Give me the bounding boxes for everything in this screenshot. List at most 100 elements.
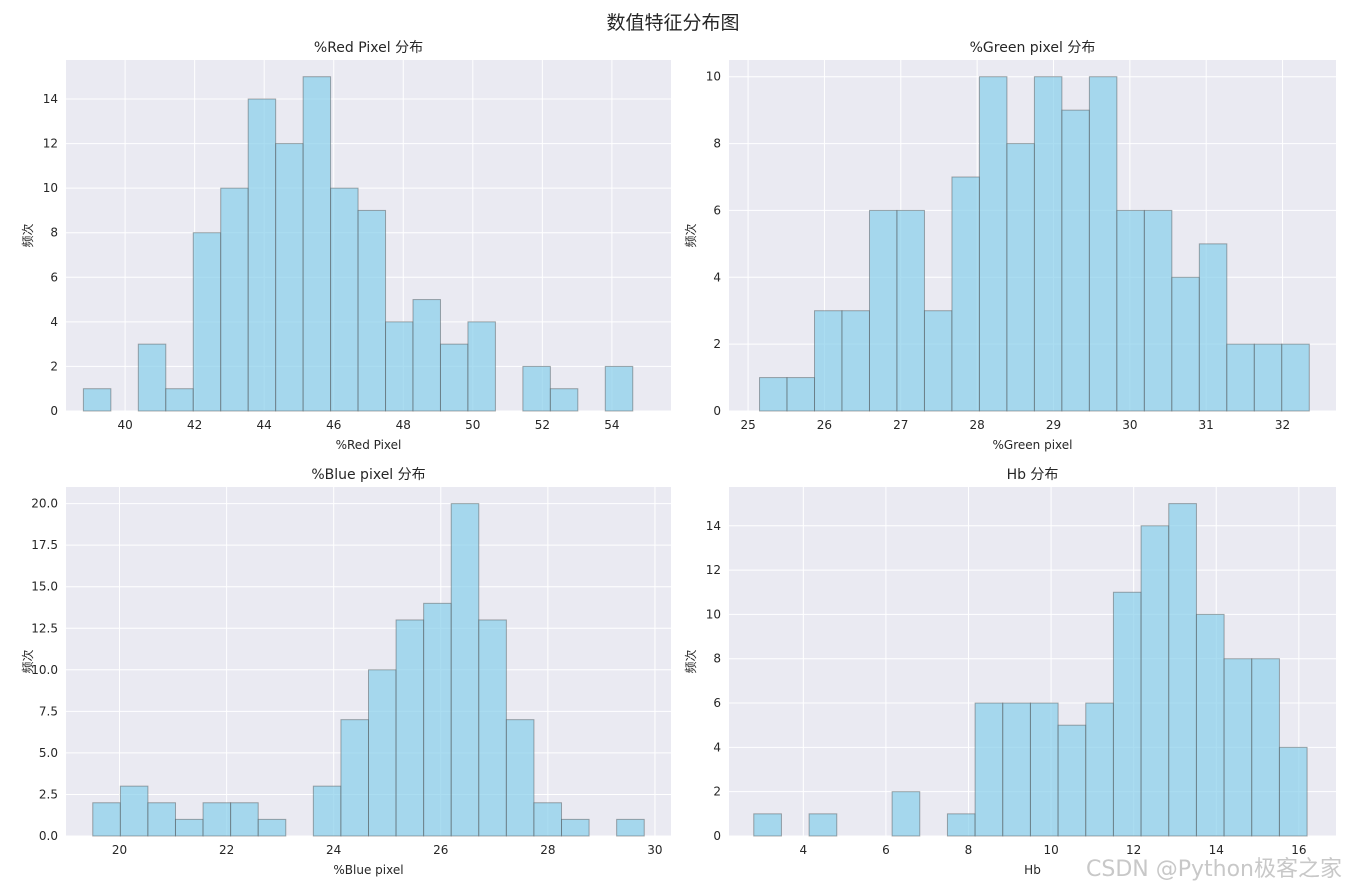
y-tick-label: 17.5 (31, 538, 58, 552)
x-tick-label: 31 (1199, 418, 1214, 432)
x-axis-label: %Red Pixel (336, 438, 402, 452)
histogram-bar (561, 818, 590, 837)
histogram-bar (137, 343, 167, 412)
x-tick-label: 30 (647, 843, 662, 857)
x-tick-label: 26 (433, 843, 448, 857)
x-tick-label: 16 (1291, 843, 1306, 857)
histogram-bar (119, 785, 149, 837)
x-tick-label: 20 (112, 843, 127, 857)
histogram-bar (808, 813, 838, 837)
histogram-bar (786, 377, 816, 412)
y-tick-label: 8 (50, 226, 58, 240)
histogram-bar (1085, 702, 1114, 837)
histogram-bar (202, 802, 232, 837)
histogram-bar (412, 299, 441, 412)
histogram-bar (302, 76, 332, 412)
x-axis-label: %Blue pixel (333, 863, 403, 877)
histogram-bar (165, 388, 194, 412)
x-tick-label: 12 (1126, 843, 1141, 857)
x-tick-label: 40 (117, 418, 132, 432)
histogram-bar (385, 321, 414, 412)
y-tick-label: 10 (706, 607, 721, 621)
y-tick-label: 6 (713, 696, 721, 710)
y-tick-label: 0.0 (39, 829, 58, 843)
histogram-bar (1195, 613, 1225, 837)
histogram-bar (1278, 746, 1308, 837)
histogram-bar (330, 187, 359, 412)
subplot-3: 20 22 24 26 28 30 0.0 2.5 5.0 7.5 10.0 12.5 15.0 17.5… (21, 467, 671, 877)
histogram-bar (357, 209, 387, 412)
subplot-title: Hb 分布 (1007, 467, 1059, 483)
x-tick-label: 27 (893, 418, 908, 432)
histogram-bar (230, 802, 259, 837)
y-tick-label: 4 (50, 315, 58, 329)
histogram-bar (923, 310, 953, 412)
y-tick-label: 14 (43, 92, 58, 106)
histogram-bar (1029, 702, 1059, 837)
histogram-bar (1226, 343, 1255, 412)
x-tick-label: 24 (326, 843, 341, 857)
histogram-bar (1140, 525, 1170, 837)
watermark: CSDN @Python极客之家 (1086, 857, 1342, 882)
histogram-bar (522, 365, 551, 412)
histogram-bar (505, 719, 535, 837)
x-tick-label: 54 (604, 418, 619, 432)
y-axis-label: 频次 (684, 649, 698, 673)
y-tick-label: 4 (713, 740, 721, 754)
x-tick-label: 4 (800, 843, 808, 857)
histogram-bar (891, 791, 921, 837)
y-tick-label: 2.5 (39, 787, 58, 801)
histogram-bar (753, 813, 782, 837)
y-tick-label: 12 (706, 563, 721, 577)
x-tick-label: 8 (965, 843, 973, 857)
x-tick-label: 50 (465, 418, 480, 432)
histogram-bar (450, 503, 480, 837)
histogram-bar (841, 310, 870, 412)
y-axis-label: 频次 (21, 223, 35, 247)
histogram-bar (1116, 209, 1145, 412)
histogram-bar (951, 176, 980, 412)
histogram-bar (759, 377, 788, 412)
y-tick-label: 10.0 (31, 663, 58, 677)
histogram-bar (1088, 76, 1118, 412)
histogram-bar (467, 321, 496, 412)
x-axis-label: %Green pixel (993, 438, 1073, 452)
histogram-bar (946, 813, 976, 837)
x-tick-label: 30 (1122, 418, 1137, 432)
subplot-title: %Blue pixel 分布 (311, 467, 425, 483)
histogram-bar (147, 802, 176, 837)
histogram-bar (1006, 143, 1035, 412)
histogram-bar (974, 702, 1004, 837)
x-tick-label: 10 (1043, 843, 1058, 857)
y-tick-label: 10 (43, 181, 58, 195)
y-tick-label: 8 (713, 652, 721, 666)
histogram-bar (1198, 243, 1228, 412)
histogram-bar (1002, 702, 1031, 837)
histogram-bar (275, 143, 304, 412)
x-tick-label: 32 (1275, 418, 1290, 432)
y-tick-label: 12 (43, 137, 58, 151)
histogram-bar (82, 388, 112, 412)
figure-title: 数值特征分布图 (606, 12, 740, 34)
subplot-title: %Red Pixel 分布 (314, 40, 423, 56)
histogram-bar (604, 365, 634, 412)
histogram-bar (814, 310, 843, 412)
y-tick-label: 5.0 (39, 746, 58, 760)
x-tick-label: 48 (396, 418, 411, 432)
y-tick-label: 7.5 (39, 704, 58, 718)
histogram-bar (1033, 76, 1063, 412)
y-tick-label: 14 (706, 519, 721, 533)
histogram-bar (174, 818, 204, 837)
y-tick-label: 20.0 (31, 497, 58, 511)
histogram-bar (868, 209, 898, 412)
y-axis-label: 频次 (684, 223, 698, 247)
x-tick-label: 28 (540, 843, 555, 857)
subplot-4: 4 6 8 10 12 14 16 0 2 4 6 8 10 12 14 Hb 分布 Hb 频次 (684, 467, 1336, 877)
histogram-bar (247, 98, 277, 412)
y-tick-label: 6 (713, 203, 721, 217)
histogram-bar (1171, 276, 1200, 412)
histogram-bar (1223, 658, 1253, 837)
histogram-bar (220, 187, 249, 412)
histogram-bar (1112, 591, 1142, 837)
